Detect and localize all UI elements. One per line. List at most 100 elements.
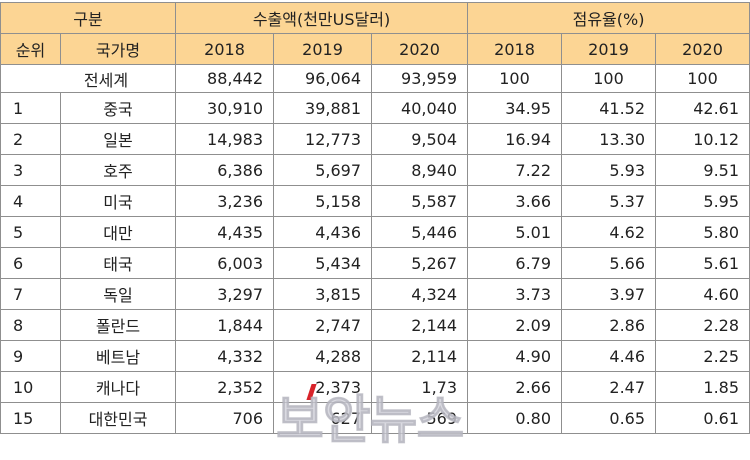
export-cell: 40,040 bbox=[371, 92, 469, 124]
rank-cell: 6 bbox=[0, 247, 61, 279]
rank-cell: 4 bbox=[0, 185, 61, 217]
share-year-header: 2020 bbox=[655, 33, 750, 65]
rank-cell: 15 bbox=[0, 402, 61, 434]
table-row: 10 캐나다 2,352 2,373 1,73 2.66 2.47 1.85 bbox=[0, 371, 750, 403]
export-cell: 5,158 bbox=[273, 185, 373, 217]
share-cell: 42.61 bbox=[655, 92, 750, 124]
table-row: 6 태국 6,003 5,434 5,267 6.79 5.66 5.61 bbox=[0, 247, 750, 279]
rank-cell: 10 bbox=[0, 371, 61, 403]
export-cell: 1,844 bbox=[175, 309, 275, 341]
rank-cell: 8 bbox=[0, 309, 61, 341]
share-cell: 9.51 bbox=[655, 154, 750, 186]
export-cell: 4,288 bbox=[273, 340, 373, 372]
export-cell: 14,983 bbox=[175, 123, 275, 155]
country-cell: 대만 bbox=[59, 216, 177, 248]
rank-cell: 2 bbox=[0, 123, 61, 155]
share-cell: 2.25 bbox=[655, 340, 750, 372]
total-share: 100 bbox=[655, 64, 750, 93]
export-cell: 12,773 bbox=[273, 123, 373, 155]
header-row-2: 순위 국가명 2018 2019 2020 2018 2019 2020 bbox=[0, 33, 750, 65]
export-cell: 4,324 bbox=[371, 278, 469, 310]
table-row: 15 대한민국 706 627 569 0.80 0.65 0.61 bbox=[0, 402, 750, 434]
total-export: 88,442 bbox=[175, 64, 275, 93]
total-share: 100 bbox=[467, 64, 563, 93]
export-cell: 1,73 bbox=[371, 371, 469, 403]
export-cell: 30,910 bbox=[175, 92, 275, 124]
rank-cell: 1 bbox=[0, 92, 61, 124]
export-year-header: 2018 bbox=[175, 33, 275, 65]
rank-header: 순위 bbox=[0, 33, 61, 65]
share-cell: 4.90 bbox=[467, 340, 563, 372]
table-row: 4 미국 3,236 5,158 5,587 3.66 5.37 5.95 bbox=[0, 185, 750, 217]
country-cell: 일본 bbox=[59, 123, 177, 155]
country-cell: 베트남 bbox=[59, 340, 177, 372]
export-cell: 2,373 bbox=[273, 371, 373, 403]
share-cell: 4.60 bbox=[655, 278, 750, 310]
share-cell: 5.93 bbox=[561, 154, 657, 186]
country-cell: 태국 bbox=[59, 247, 177, 279]
export-cell: 569 bbox=[371, 402, 469, 434]
share-cell: 3.97 bbox=[561, 278, 657, 310]
country-cell: 독일 bbox=[59, 278, 177, 310]
share-cell: 2.86 bbox=[561, 309, 657, 341]
share-cell: 7.22 bbox=[467, 154, 563, 186]
share-cell: 6.79 bbox=[467, 247, 563, 279]
export-cell: 6,386 bbox=[175, 154, 275, 186]
rank-cell: 5 bbox=[0, 216, 61, 248]
table-row: 3 호주 6,386 5,697 8,940 7.22 5.93 9.51 bbox=[0, 154, 750, 186]
share-header: 점유율(%) bbox=[467, 2, 750, 34]
group-header: 구분 bbox=[0, 2, 177, 34]
share-cell: 2.47 bbox=[561, 371, 657, 403]
share-cell: 2.28 bbox=[655, 309, 750, 341]
share-cell: 3.73 bbox=[467, 278, 563, 310]
export-cell: 2,747 bbox=[273, 309, 373, 341]
share-cell: 0.61 bbox=[655, 402, 750, 434]
export-year-header: 2019 bbox=[273, 33, 373, 65]
export-cell: 3,815 bbox=[273, 278, 373, 310]
country-cell: 중국 bbox=[59, 92, 177, 124]
export-cell: 4,435 bbox=[175, 216, 275, 248]
country-cell: 캐나다 bbox=[59, 371, 177, 403]
country-cell: 폴란드 bbox=[59, 309, 177, 341]
share-cell: 0.65 bbox=[561, 402, 657, 434]
share-cell: 5.95 bbox=[655, 185, 750, 217]
export-cell: 6,003 bbox=[175, 247, 275, 279]
export-cell: 3,297 bbox=[175, 278, 275, 310]
country-cell: 호주 bbox=[59, 154, 177, 186]
export-cell: 8,940 bbox=[371, 154, 469, 186]
share-year-header: 2019 bbox=[561, 33, 657, 65]
export-cell: 4,332 bbox=[175, 340, 275, 372]
export-cell: 5,446 bbox=[371, 216, 469, 248]
table-row: 7 독일 3,297 3,815 4,324 3.73 3.97 4.60 bbox=[0, 278, 750, 310]
share-year-header: 2018 bbox=[467, 33, 563, 65]
export-cell: 2,114 bbox=[371, 340, 469, 372]
table-row: 5 대만 4,435 4,436 5,446 5.01 4.62 5.80 bbox=[0, 216, 750, 248]
share-cell: 4.62 bbox=[561, 216, 657, 248]
export-cell: 5,267 bbox=[371, 247, 469, 279]
table-row: 9 베트남 4,332 4,288 2,114 4.90 4.46 2.25 bbox=[0, 340, 750, 372]
export-cell: 5,587 bbox=[371, 185, 469, 217]
export-cell: 2,144 bbox=[371, 309, 469, 341]
export-cell: 627 bbox=[273, 402, 373, 434]
share-cell: 34.95 bbox=[467, 92, 563, 124]
share-cell: 10.12 bbox=[655, 123, 750, 155]
share-cell: 41.52 bbox=[561, 92, 657, 124]
share-cell: 2.66 bbox=[467, 371, 563, 403]
rank-cell: 3 bbox=[0, 154, 61, 186]
export-share-table: 구분 수출액(천만US달러) 점유율(%) 순위 국가명 2018 2019 2… bbox=[0, 2, 750, 434]
share-cell: 5.01 bbox=[467, 216, 563, 248]
export-cell: 5,697 bbox=[273, 154, 373, 186]
export-cell: 2,352 bbox=[175, 371, 275, 403]
rank-cell: 7 bbox=[0, 278, 61, 310]
table-row: 8 폴란드 1,844 2,747 2,144 2.09 2.86 2.28 bbox=[0, 309, 750, 341]
export-cell: 5,434 bbox=[273, 247, 373, 279]
total-export: 93,959 bbox=[371, 64, 469, 93]
share-cell: 0.80 bbox=[467, 402, 563, 434]
table-row: 1 중국 30,910 39,881 40,040 34.95 41.52 42.61 bbox=[0, 92, 750, 124]
share-cell: 16.94 bbox=[467, 123, 563, 155]
share-cell: 13.30 bbox=[561, 123, 657, 155]
rank-cell: 9 bbox=[0, 340, 61, 372]
country-cell: 미국 bbox=[59, 185, 177, 217]
share-cell: 4.46 bbox=[561, 340, 657, 372]
share-cell: 5.80 bbox=[655, 216, 750, 248]
